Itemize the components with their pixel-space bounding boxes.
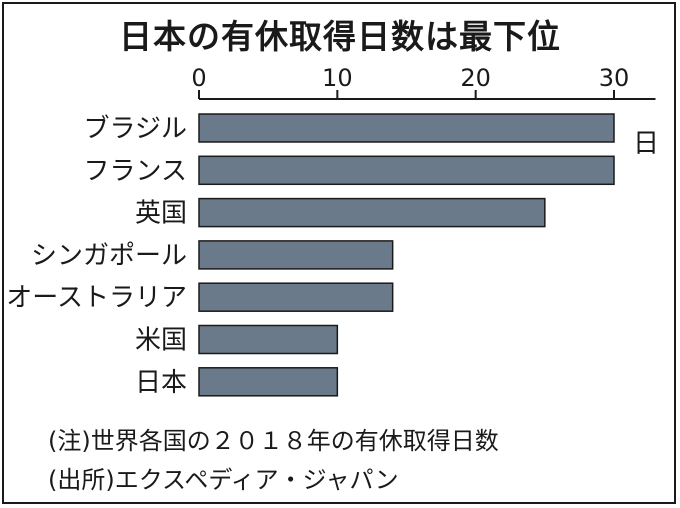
bar [198,113,615,143]
category-label: 英国 [135,199,187,229]
category-label: シンガポール [31,241,187,271]
bar [198,282,394,312]
bar [198,367,339,397]
category-label: 日本 [135,368,187,398]
x-tick-label: 20 [460,64,491,92]
unit-label: 日 [633,129,659,159]
x-tick-label: 30 [599,64,630,92]
category-label: オーストラリア [6,283,187,313]
footnote-source: (出所)エクスペディア・ジャパン [48,466,399,494]
category-label: ブラジル [84,114,187,144]
category-label: フランス [84,156,187,186]
x-tick-label: 10 [322,64,353,92]
bar [198,240,394,270]
chart-title: 日本の有休取得日数は最下位 [119,17,561,56]
category-label: 米国 [135,326,187,356]
footnote-source-note: (注)世界各国の２０１８年の有休取得日数 [48,427,499,455]
chart-frame [2,2,676,504]
bar [198,155,615,186]
bar [198,197,546,228]
x-tick-label: 0 [191,64,206,92]
bar [198,324,339,355]
